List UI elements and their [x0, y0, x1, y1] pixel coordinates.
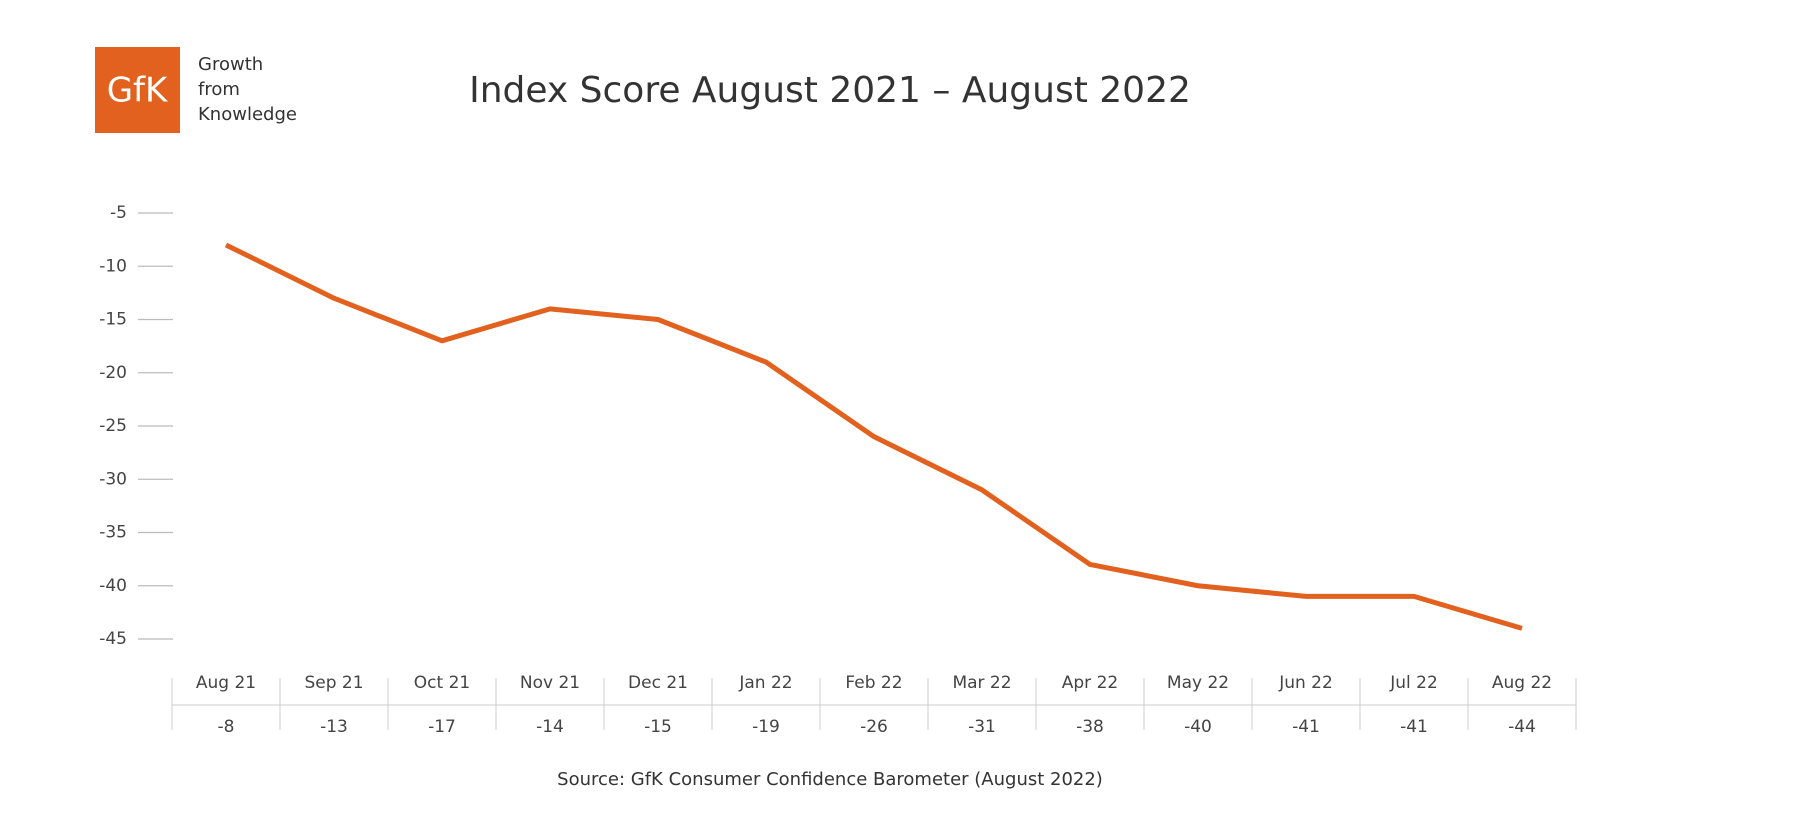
- y-tick-label: -45: [99, 629, 127, 649]
- table-value: -8: [218, 717, 235, 737]
- x-tick-label: Jul 22: [1389, 673, 1438, 693]
- table-value: -13: [320, 717, 348, 737]
- y-tick-label: -20: [99, 363, 127, 383]
- table-value: -14: [536, 717, 564, 737]
- x-tick-label: Sep 21: [304, 673, 363, 693]
- tagline: Growth: [198, 54, 263, 75]
- y-tick-label: -25: [99, 416, 127, 436]
- y-tick-label: -5: [110, 203, 127, 223]
- y-tick-label: -40: [99, 576, 127, 596]
- table-value: -41: [1292, 717, 1320, 737]
- y-tick-label: -10: [99, 256, 127, 276]
- y-tick-label: -35: [99, 523, 127, 543]
- x-tick-label: Jan 22: [738, 673, 792, 693]
- table-value: -19: [752, 717, 780, 737]
- source: Source: GfK Consumer Confidence Baromete…: [557, 769, 1103, 790]
- x-tick-label: Apr 22: [1062, 673, 1118, 693]
- tagline: Knowledge: [198, 104, 297, 125]
- table-value: -15: [644, 717, 672, 737]
- x-tick-label: Dec 21: [628, 673, 688, 693]
- table-value: -40: [1184, 717, 1212, 737]
- tagline: from: [198, 79, 240, 100]
- x-tick-label: Aug 21: [196, 673, 256, 693]
- table-value: -26: [860, 717, 888, 737]
- x-tick-label: May 22: [1167, 673, 1229, 693]
- y-tick-label: -30: [99, 469, 127, 489]
- logo-box: [95, 47, 180, 133]
- table-value: -38: [1076, 717, 1104, 737]
- x-tick-label: Jun 22: [1278, 673, 1333, 693]
- x-tick-label: Nov 21: [520, 673, 580, 693]
- table-value: -31: [968, 717, 996, 737]
- x-tick-label: Aug 22: [1492, 673, 1552, 693]
- chart-title: Index Score August 2021 – August 2022: [469, 70, 1191, 111]
- y-tick-label: -15: [99, 310, 127, 330]
- table-value: -44: [1508, 717, 1536, 737]
- x-tick-label: Feb 22: [845, 673, 902, 693]
- x-tick-label: Oct 21: [414, 673, 470, 693]
- logo-mark: GfK: [107, 71, 169, 111]
- data-line: [224, 242, 1523, 631]
- table-value: -17: [428, 717, 456, 737]
- x-tick-label: Mar 22: [952, 673, 1011, 693]
- table-value: -41: [1400, 717, 1428, 737]
